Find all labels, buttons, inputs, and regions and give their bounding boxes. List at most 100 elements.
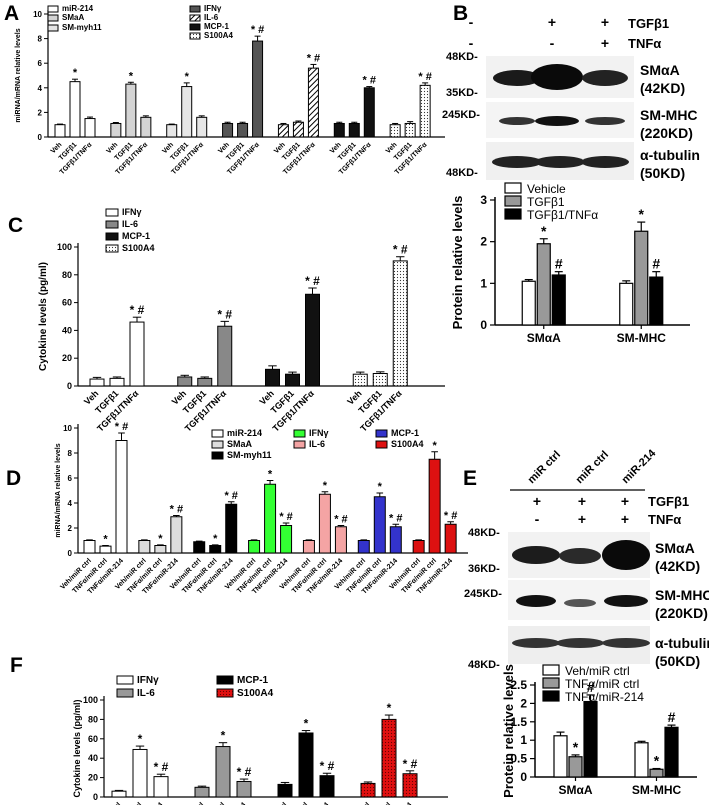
blot-b-band-size: (50KD) (640, 165, 685, 181)
legend-swatch (216, 688, 234, 698)
significance-mark: * (268, 469, 273, 481)
blot-e-marker: 48KD- (468, 527, 500, 539)
y-tick-label: 0 (520, 770, 527, 784)
y-tick-label: 0 (68, 549, 73, 558)
bar (215, 746, 231, 798)
bar (115, 440, 128, 554)
blot-band (582, 70, 628, 86)
bar (125, 83, 137, 138)
y-tick-label: 2 (38, 108, 43, 117)
legend-label: TGFβ1 (527, 195, 565, 209)
y-tick-label: 2.5 (510, 678, 527, 692)
y-axis-label: Cytokine levels (pg/ml) (72, 699, 82, 797)
legend-label: IL-6 (137, 688, 155, 699)
significance-mark: * (378, 481, 383, 493)
y-tick-label: 20 (62, 353, 72, 363)
blot-e-sign: + (578, 511, 586, 527)
bar (419, 84, 431, 138)
x-tick-label: SMαA (558, 783, 592, 797)
y-tick-label: 60 (88, 734, 98, 744)
bar (129, 321, 145, 387)
bar (89, 378, 105, 387)
bar (132, 748, 148, 798)
legend-label: Veh/miR ctrl (565, 664, 630, 678)
bar (404, 122, 416, 138)
blot-b-marker: 35KD- (446, 87, 478, 99)
blot-e-treatment: TGFβ1 (648, 494, 689, 509)
legend-swatch (216, 675, 234, 685)
legend-swatch (47, 5, 59, 13)
bar (277, 783, 293, 798)
legend-label: SMaA (227, 439, 253, 449)
significance-mark: * # (418, 71, 431, 83)
blot-e-lane: miR-214 (620, 447, 659, 486)
legend-swatch (293, 440, 306, 449)
bar (444, 523, 457, 554)
significance-mark: # (652, 256, 660, 272)
legend-swatch (105, 208, 119, 217)
bar (153, 776, 169, 798)
blot-b-band-name: SM-MHC (640, 107, 698, 123)
y-tick-label: 0.5 (510, 752, 527, 766)
y-tick-label: 10 (63, 424, 72, 433)
blot-e-band-name: SM-MHC (655, 587, 709, 603)
bar (54, 124, 66, 138)
blot-b-sign: - (469, 14, 474, 30)
y-tick-label: 80 (88, 714, 98, 724)
y-tick-label: 10 (33, 10, 42, 19)
y-tick-label: 2 (520, 696, 527, 710)
bar (373, 496, 386, 554)
panel-label-b: B (453, 2, 468, 25)
blot-band (516, 595, 556, 607)
blot-band (556, 638, 604, 648)
y-tick-label: 100 (83, 695, 98, 705)
blot-e-sign: - (535, 511, 540, 527)
bar (318, 493, 331, 554)
legend-swatch (105, 244, 119, 253)
legend-swatch (211, 429, 224, 438)
bar (252, 40, 264, 138)
bar (111, 790, 127, 798)
legend-label: TGFβ1/TNFα (527, 208, 598, 222)
x-tick-label: Veh/miR ctrl (255, 801, 289, 805)
blot-e-marker: 36KD- (468, 563, 500, 575)
x-tick-label: TNFα/miR-214 (126, 801, 164, 805)
blot-band (531, 64, 583, 90)
bar (193, 541, 206, 554)
bar (194, 786, 210, 798)
x-tick-label: SMαA (527, 331, 561, 345)
significance-mark: * # (170, 504, 183, 516)
significance-mark: * # (217, 307, 232, 321)
legend-label: SM-myh11 (62, 23, 102, 32)
y-axis-label: Cytokine levels (pg/ml) (38, 262, 49, 371)
blot-band (602, 638, 650, 648)
legend-label: IL-6 (204, 13, 219, 22)
panel-label-f: F (10, 654, 23, 677)
significance-mark: * # (334, 514, 347, 526)
bar (209, 545, 222, 554)
bar (649, 768, 664, 778)
significance-mark: * # (279, 511, 292, 523)
bar (389, 124, 401, 138)
significance-mark: * (73, 67, 78, 79)
blot-b-sign: + (601, 14, 609, 30)
blot-b-sign: + (548, 14, 556, 30)
blot-e-sign: + (621, 511, 629, 527)
y-tick-label: 0 (480, 318, 487, 332)
blot-e-sign: + (533, 493, 541, 509)
significance-mark: * (304, 717, 309, 731)
blot-band (559, 548, 601, 564)
blot-e-band-name: SMαA (655, 540, 695, 556)
significance-mark: * # (363, 75, 376, 87)
y-tick-label: 4 (68, 499, 73, 508)
y-tick-label: 1.5 (510, 715, 527, 729)
bar (236, 780, 252, 798)
legend-label: IFNγ (204, 4, 222, 13)
y-tick-label: 1 (480, 276, 487, 290)
x-tick-label: TNFα/miR-214 (292, 801, 330, 805)
y-tick-label: 6 (68, 474, 73, 483)
blot-e-band-size: (220KD) (655, 605, 708, 621)
legend-label: MCP-1 (391, 428, 419, 438)
